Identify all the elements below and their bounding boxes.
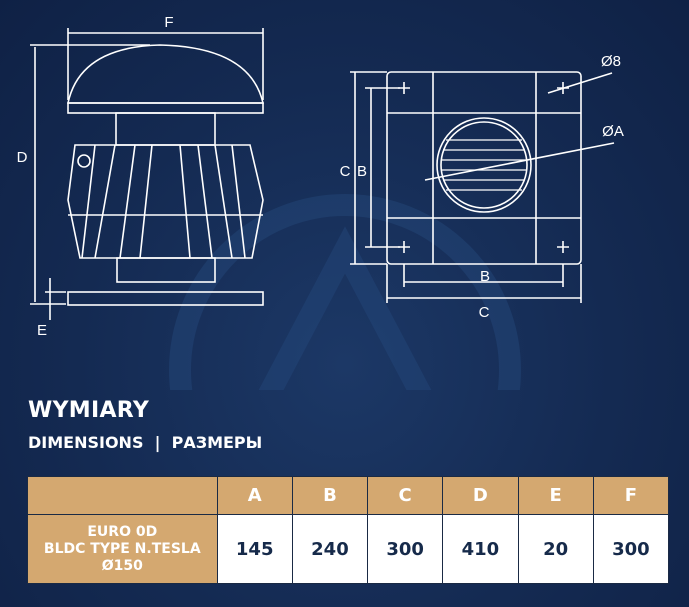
label-f: F [164, 14, 173, 31]
table-header-row: A B C D E F [27, 476, 670, 515]
dome-cap [67, 44, 265, 104]
value-e: 20 [517, 514, 594, 584]
section-subtitle: DIMENSIONS | РАЗМЕРЫ [28, 433, 263, 452]
value-b: 240 [291, 514, 369, 584]
section-title: WYMIARY [28, 398, 150, 423]
header-cell: E [517, 476, 594, 515]
header-cell: A [216, 476, 293, 515]
header-cell: C [367, 476, 444, 515]
duct-opening [436, 117, 532, 213]
label-d: D [17, 149, 28, 166]
label-hole-diameter: Ø8 [601, 53, 621, 70]
mounting-plate [386, 71, 582, 265]
dimensions-table: A B C D E F EURO 0D BLDC TYPE N.TESLA Ø1… [27, 476, 670, 584]
model-cell: EURO 0D BLDC TYPE N.TESLA Ø150 [27, 514, 218, 584]
label-b-horizontal: B [480, 268, 490, 285]
base-plate [67, 291, 264, 306]
label-b-vertical: B [357, 163, 367, 180]
upper-neck [115, 112, 216, 146]
value-f: 300 [592, 514, 670, 584]
label-c-horizontal: C [479, 304, 490, 321]
header-cell: B [291, 476, 369, 515]
table-row: EURO 0D BLDC TYPE N.TESLA Ø150 145 240 3… [27, 514, 670, 584]
value-a: 145 [216, 514, 293, 584]
value-c: 300 [367, 514, 444, 584]
side-view [30, 28, 265, 320]
model-line: BLDC TYPE N.TESLA [43, 540, 201, 557]
technical-drawing: F D E C B B C Ø8 ØA [17, 14, 624, 390]
header-cell [27, 476, 218, 515]
model-line: EURO 0D [87, 523, 158, 540]
value-d: 410 [442, 514, 519, 584]
header-cell: D [442, 476, 519, 515]
header-cell: F [592, 476, 670, 515]
label-c-vertical: C [340, 163, 351, 180]
model-line: Ø150 [101, 557, 143, 574]
top-view [350, 71, 615, 303]
fan-body [67, 144, 264, 259]
label-e: E [37, 322, 47, 339]
cap-rim [67, 102, 264, 114]
junction-box [77, 154, 91, 168]
label-duct-diameter: ØA [602, 123, 624, 140]
watermark-logo [169, 194, 521, 390]
